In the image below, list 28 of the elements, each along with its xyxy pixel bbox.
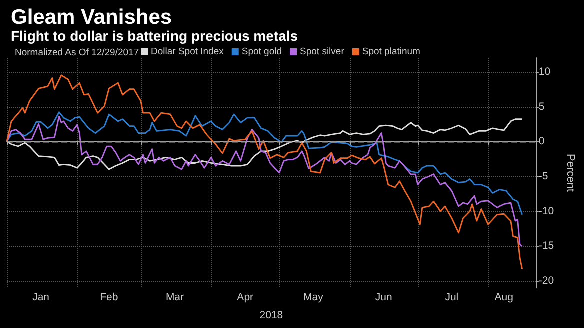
legend-title: Normalized As Of 12/29/2017 — [15, 48, 140, 58]
x-tick-label: Apr — [237, 292, 254, 304]
x-tick-label: Feb — [100, 292, 118, 304]
y-tick-label: -20 — [538, 275, 554, 288]
x-tick-label: Jun — [375, 292, 392, 304]
y-tick-label: -15 — [538, 240, 554, 252]
line-series — [6, 74, 524, 270]
y-tick-label: -10 — [538, 205, 554, 218]
line-series — [6, 116, 524, 247]
y-tick-label: 10 — [538, 66, 551, 78]
chart-title: Gleam Vanishes — [11, 6, 172, 29]
x-tick-label: May — [304, 292, 324, 304]
chart-subtitle: Flight to dollar is battering precious metals — [11, 28, 298, 44]
y-tick-label: -5 — [538, 170, 548, 182]
x-axis-title: 2018 — [260, 310, 284, 322]
y-tick-label: 0 — [538, 136, 545, 148]
x-tick-label: Jul — [445, 292, 459, 304]
y-axis-title: Percent — [564, 154, 576, 192]
line-series — [6, 118, 524, 170]
legend-label: Spot gold — [242, 46, 282, 58]
x-tick-label: Mar — [166, 292, 185, 304]
legend-label: Spot platinum — [362, 46, 421, 58]
line-series — [6, 112, 524, 216]
x-tick-label: Jan — [32, 292, 50, 304]
legend-label: Spot silver — [300, 46, 344, 58]
x-tick-label: Aug — [494, 292, 514, 304]
legend-label: Dollar Spot Index — [151, 46, 224, 58]
y-tick-label: 5 — [538, 100, 545, 113]
